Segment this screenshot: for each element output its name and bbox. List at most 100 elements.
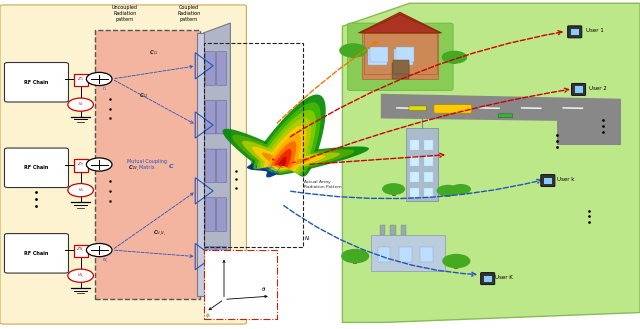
FancyBboxPatch shape: [95, 30, 200, 299]
Text: User K: User K: [495, 274, 513, 280]
Polygon shape: [255, 160, 286, 169]
Polygon shape: [271, 141, 296, 168]
Polygon shape: [279, 162, 296, 166]
Polygon shape: [204, 250, 277, 319]
Polygon shape: [275, 149, 291, 167]
FancyBboxPatch shape: [205, 198, 216, 231]
Bar: [410, 156, 419, 166]
Polygon shape: [268, 133, 301, 170]
Bar: [424, 188, 433, 197]
FancyBboxPatch shape: [4, 148, 68, 188]
Bar: [571, 29, 579, 36]
Bar: [392, 63, 409, 79]
Bar: [410, 140, 419, 150]
Polygon shape: [557, 99, 621, 145]
Text: $\theta_l$: $\theta_l$: [261, 285, 267, 294]
FancyBboxPatch shape: [216, 149, 227, 183]
Polygon shape: [342, 3, 640, 322]
FancyBboxPatch shape: [216, 52, 227, 85]
Polygon shape: [271, 152, 340, 171]
Polygon shape: [269, 162, 285, 169]
Text: $Z_n$: $Z_n$: [77, 161, 84, 168]
Bar: [380, 225, 385, 235]
Text: $\boldsymbol{C}$: $\boldsymbol{C}$: [168, 162, 175, 170]
Polygon shape: [264, 161, 285, 168]
Text: $\boldsymbol{C}_{12}$: $\boldsymbol{C}_{12}$: [139, 91, 149, 100]
Polygon shape: [253, 102, 321, 175]
Circle shape: [442, 51, 467, 64]
Bar: [353, 258, 357, 264]
Polygon shape: [275, 163, 284, 166]
Polygon shape: [264, 126, 306, 171]
FancyBboxPatch shape: [348, 23, 453, 90]
FancyBboxPatch shape: [216, 100, 227, 134]
Polygon shape: [273, 163, 283, 166]
FancyBboxPatch shape: [409, 106, 426, 111]
Circle shape: [86, 243, 112, 257]
FancyBboxPatch shape: [568, 26, 582, 38]
FancyBboxPatch shape: [499, 114, 513, 118]
Circle shape: [68, 269, 93, 282]
Text: User 1: User 1: [586, 28, 604, 33]
Bar: [424, 172, 433, 182]
Text: $N_t$: $N_t$: [304, 234, 312, 243]
Polygon shape: [204, 23, 230, 296]
Bar: [424, 140, 433, 150]
Bar: [454, 263, 458, 269]
Text: $V_n$: $V_n$: [77, 186, 84, 194]
Bar: [459, 191, 463, 195]
Polygon shape: [358, 12, 442, 33]
Text: $Z_1$: $Z_1$: [77, 75, 84, 83]
Bar: [351, 53, 355, 59]
Bar: [393, 60, 409, 74]
Circle shape: [451, 184, 471, 194]
Polygon shape: [271, 162, 287, 173]
Polygon shape: [260, 118, 311, 173]
Polygon shape: [223, 129, 303, 175]
Circle shape: [339, 43, 367, 58]
Circle shape: [442, 254, 470, 268]
Text: $i_{N_T}$: $i_{N_T}$: [102, 255, 110, 265]
Text: $V_{N_T}$: $V_{N_T}$: [77, 272, 84, 280]
Text: $\boldsymbol{C}_{1N_T}$: $\boldsymbol{C}_{1N_T}$: [129, 163, 140, 172]
Text: $\phi_l$: $\phi_l$: [205, 312, 211, 320]
FancyBboxPatch shape: [216, 246, 227, 280]
Circle shape: [341, 249, 369, 263]
Polygon shape: [278, 157, 287, 166]
Circle shape: [86, 158, 112, 171]
Text: RF Chain: RF Chain: [24, 80, 49, 85]
FancyBboxPatch shape: [205, 246, 216, 280]
Bar: [394, 49, 413, 65]
Bar: [396, 47, 414, 62]
FancyBboxPatch shape: [74, 74, 88, 86]
Bar: [390, 225, 396, 235]
FancyBboxPatch shape: [0, 5, 246, 324]
FancyBboxPatch shape: [74, 245, 88, 257]
Bar: [544, 178, 552, 184]
Polygon shape: [265, 146, 369, 175]
FancyBboxPatch shape: [541, 175, 555, 187]
Bar: [452, 59, 456, 64]
Polygon shape: [262, 161, 287, 171]
Polygon shape: [272, 159, 285, 166]
Polygon shape: [197, 33, 204, 296]
Text: $\boldsymbol{C}_{11}$: $\boldsymbol{C}_{11}$: [148, 48, 159, 57]
Bar: [368, 49, 387, 65]
Circle shape: [436, 185, 460, 197]
Bar: [378, 247, 390, 262]
Polygon shape: [257, 110, 316, 174]
Polygon shape: [276, 159, 311, 168]
FancyBboxPatch shape: [205, 52, 216, 85]
FancyBboxPatch shape: [371, 235, 445, 271]
FancyBboxPatch shape: [4, 234, 68, 273]
Polygon shape: [262, 153, 289, 168]
Circle shape: [86, 72, 112, 86]
Text: $\boldsymbol{C}_{N_T N_T}$: $\boldsymbol{C}_{N_T N_T}$: [153, 229, 167, 238]
Polygon shape: [360, 14, 440, 33]
Bar: [424, 156, 433, 166]
Circle shape: [68, 184, 93, 197]
FancyBboxPatch shape: [364, 33, 437, 74]
Bar: [575, 87, 582, 93]
Text: User 2: User 2: [589, 86, 607, 91]
FancyBboxPatch shape: [74, 159, 88, 172]
